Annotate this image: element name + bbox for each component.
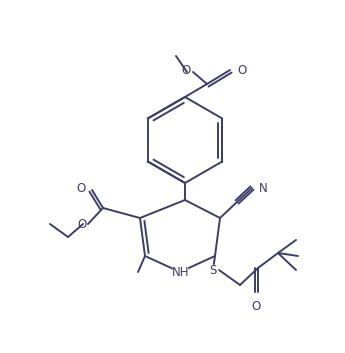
Text: O: O xyxy=(237,64,246,77)
Text: O: O xyxy=(77,183,86,196)
Text: O: O xyxy=(252,300,260,313)
Text: O: O xyxy=(78,219,87,232)
Text: O: O xyxy=(182,65,191,78)
Text: S: S xyxy=(209,263,217,276)
Bar xyxy=(173,267,187,277)
Text: NH: NH xyxy=(172,265,190,279)
Text: N: N xyxy=(259,181,268,195)
